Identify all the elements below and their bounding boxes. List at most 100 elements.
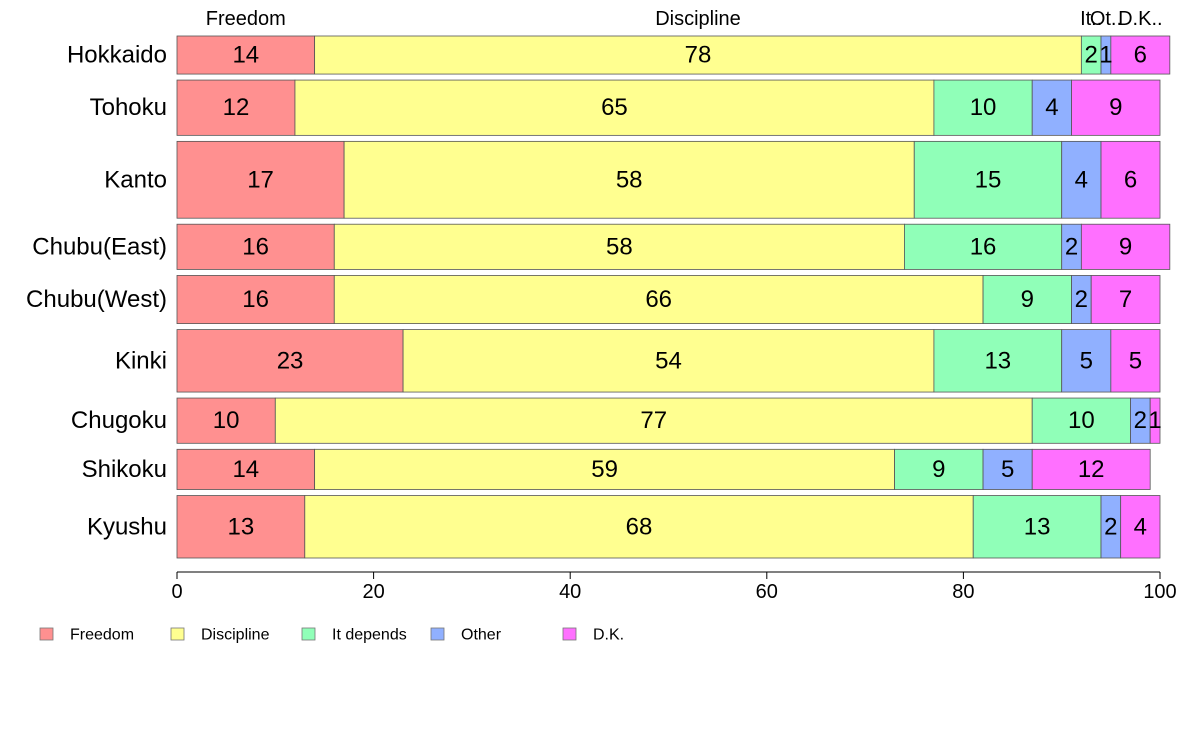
data-label-chubu-west-freedom: 16 bbox=[242, 286, 269, 313]
top-label-discipline: Discipline bbox=[655, 8, 741, 30]
top-label-freedom: Freedom bbox=[206, 8, 286, 30]
data-label-hokkaido-it-depends: 2 bbox=[1085, 42, 1098, 69]
data-label-chubu-west-other: 2 bbox=[1075, 286, 1088, 313]
bar-segment-chubu-east-freedom bbox=[176, 223, 335, 270]
data-label-hokkaido-discipline: 78 bbox=[685, 42, 712, 69]
data-label-chubu-east-discipline: 58 bbox=[606, 233, 633, 260]
data-label-shikoku-d-k: 12 bbox=[1078, 456, 1105, 483]
x-tick-label-80: 80 bbox=[952, 581, 974, 603]
category-label-chubu-east: Chubu(East) bbox=[32, 233, 167, 260]
x-tick-label-100: 100 bbox=[1143, 581, 1176, 603]
bar-segment-hokkaido-d-k bbox=[1110, 35, 1171, 75]
data-label-kanto-other: 4 bbox=[1075, 166, 1088, 193]
data-label-chugoku-it-depends: 10 bbox=[1068, 407, 1095, 434]
bar-segment-kanto-it-depends bbox=[913, 140, 1063, 219]
data-label-chubu-east-freedom: 16 bbox=[242, 233, 269, 260]
top-label-other: Ot.. bbox=[1090, 8, 1122, 30]
bar-segment-tohoku-other bbox=[1031, 79, 1072, 136]
legend-swatch-discipline bbox=[170, 627, 185, 641]
data-label-tohoku-discipline: 65 bbox=[601, 94, 628, 121]
legend-label-other: Other bbox=[461, 627, 502, 644]
bar-segment-kanto-d-k bbox=[1100, 140, 1161, 219]
top-label-d-k: D.K.. bbox=[1118, 8, 1162, 30]
data-label-tohoku-freedom: 12 bbox=[223, 94, 250, 121]
bar-row-chugoku: 10 77 10 2 1 bbox=[176, 397, 1162, 444]
bar-segment-kyushu-d-k bbox=[1120, 495, 1161, 559]
bars: 14 78 2 1 612 65 10 4 917 58 15 4 616 58 16 2 916 66 9 2 723… bbox=[176, 35, 1171, 559]
legend-item-freedom: Freedom bbox=[39, 627, 134, 644]
bar-segment-kyushu-discipline bbox=[304, 495, 974, 559]
bar-segment-chubu-west-freedom bbox=[176, 275, 335, 324]
data-label-chubu-west-d-k: 7 bbox=[1119, 286, 1132, 313]
bar-segment-tohoku-d-k bbox=[1071, 79, 1161, 136]
bar-segment-chugoku-it-depends bbox=[1031, 397, 1131, 444]
data-label-tohoku-it-depends: 10 bbox=[970, 94, 997, 121]
bar-segment-shikoku-discipline bbox=[314, 448, 895, 490]
bar-segment-chubu-west-it-depends bbox=[982, 275, 1072, 324]
category-labels: Hokkaido Tohoku Kanto Chubu(East) Chubu(West… bbox=[26, 42, 167, 541]
data-label-tohoku-d-k: 9 bbox=[1109, 94, 1122, 121]
bar-segment-chubu-east-d-k bbox=[1080, 223, 1171, 270]
bar-segment-chubu-east-it-depends bbox=[904, 223, 1063, 270]
bar-segment-chubu-west-discipline bbox=[333, 275, 984, 324]
data-label-chubu-east-d-k: 9 bbox=[1119, 233, 1132, 260]
bar-segment-shikoku-d-k bbox=[1031, 448, 1151, 490]
bar-segment-chugoku-d-k bbox=[1149, 397, 1161, 444]
data-label-kinki-other: 5 bbox=[1080, 347, 1093, 374]
legend-item-other: Other bbox=[430, 627, 502, 644]
data-label-shikoku-freedom: 14 bbox=[232, 456, 259, 483]
data-label-kinki-discipline: 54 bbox=[655, 347, 682, 374]
category-label-chugoku: Chugoku bbox=[71, 407, 167, 434]
data-label-kyushu-other: 2 bbox=[1104, 513, 1117, 540]
bar-segment-chugoku-discipline bbox=[274, 397, 1033, 444]
data-label-chubu-west-discipline: 66 bbox=[645, 286, 672, 313]
data-label-kinki-freedom: 23 bbox=[277, 347, 304, 374]
bar-segment-chubu-west-d-k bbox=[1090, 275, 1161, 324]
x-tick-label-0: 0 bbox=[171, 581, 182, 603]
data-label-shikoku-discipline: 59 bbox=[591, 456, 618, 483]
data-label-kyushu-it-depends: 13 bbox=[1024, 513, 1051, 540]
x-tick-label-20: 20 bbox=[362, 581, 384, 603]
category-label-kanto: Kanto bbox=[104, 166, 167, 193]
data-label-kyushu-discipline: 68 bbox=[626, 513, 653, 540]
category-label-kyushu: Kyushu bbox=[87, 513, 167, 540]
data-label-chubu-west-it-depends: 9 bbox=[1021, 286, 1034, 313]
legend-label-discipline: Discipline bbox=[201, 627, 270, 644]
bar-segment-hokkaido-freedom bbox=[176, 35, 316, 75]
bar-segment-kinki-d-k bbox=[1110, 329, 1161, 393]
data-label-hokkaido-freedom: 14 bbox=[232, 42, 259, 69]
bar-row-kyushu: 13 68 13 2 4 bbox=[176, 495, 1161, 559]
legend-label-freedom: Freedom bbox=[70, 627, 134, 644]
bar-row-tohoku: 12 65 10 4 9 bbox=[176, 79, 1161, 136]
bar-segment-kyushu-it-depends bbox=[972, 495, 1102, 559]
legend-swatch-freedom bbox=[39, 627, 54, 641]
x-axis: 0 20 40 60 80 100 bbox=[171, 571, 1177, 603]
bar-segment-kinki-freedom bbox=[176, 329, 404, 393]
bar-row-kinki: 23 54 13 5 5 bbox=[176, 329, 1161, 393]
data-label-kinki-it-depends: 13 bbox=[984, 347, 1011, 374]
legend-item-it-depends: It depends bbox=[301, 627, 407, 644]
legend-label-it-depends: It depends bbox=[332, 627, 407, 644]
data-label-hokkaido-other: 1 bbox=[1099, 42, 1112, 69]
data-label-chubu-east-other: 2 bbox=[1065, 233, 1078, 260]
bar-segment-shikoku-other bbox=[982, 448, 1033, 490]
legend-item-d-k: D.K. bbox=[562, 627, 624, 644]
top-label-it-depends: It.. bbox=[1080, 8, 1102, 30]
bar-row-hokkaido: 14 78 2 1 6 bbox=[176, 35, 1171, 75]
bar-row-chubu-west: 16 66 9 2 7 bbox=[176, 275, 1161, 324]
bar-segment-chubu-east-discipline bbox=[333, 223, 905, 270]
legend-label-d-k: D.K. bbox=[593, 627, 624, 644]
data-label-kanto-d-k: 6 bbox=[1124, 166, 1137, 193]
legend-swatch-it-depends bbox=[301, 627, 316, 641]
legend: Freedom Discipline It depends Other D.K. bbox=[39, 627, 624, 644]
bar-segment-tohoku-it-depends bbox=[933, 79, 1033, 136]
x-tick-label-60: 60 bbox=[756, 581, 778, 603]
category-label-tohoku: Tohoku bbox=[90, 94, 167, 121]
bar-segment-kinki-other bbox=[1061, 329, 1112, 393]
bar-segment-kyushu-freedom bbox=[176, 495, 306, 559]
data-label-tohoku-other: 4 bbox=[1045, 94, 1058, 121]
data-label-kyushu-d-k: 4 bbox=[1134, 513, 1147, 540]
legend-item-discipline: Discipline bbox=[170, 627, 270, 644]
bar-row-shikoku: 14 59 9 5 12 bbox=[176, 448, 1151, 490]
bar-segment-chugoku-freedom bbox=[176, 397, 276, 444]
